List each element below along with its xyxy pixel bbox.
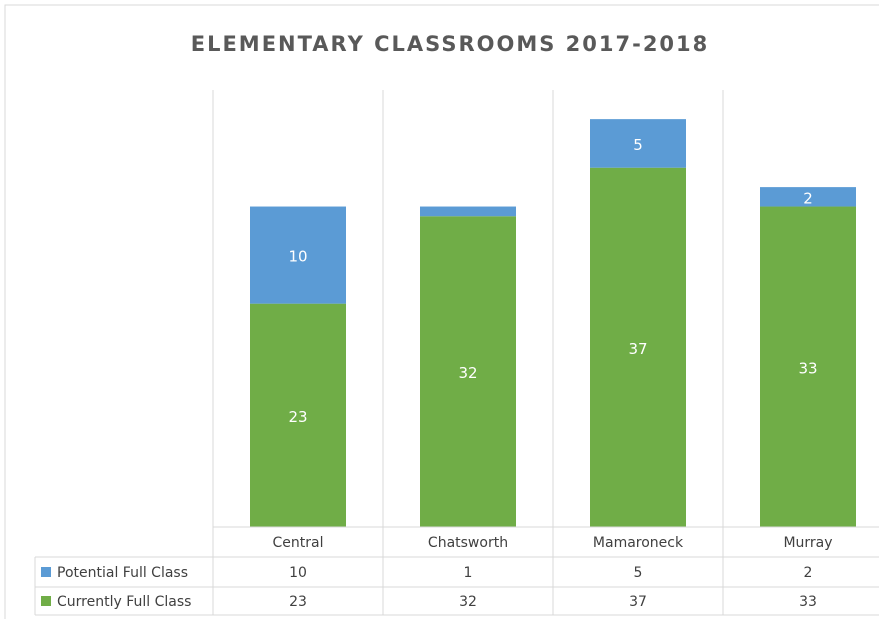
data-label: 33 (798, 359, 817, 377)
bar-segment (760, 206, 856, 528)
table-value: 37 (629, 594, 647, 610)
category-label: Murray (783, 535, 832, 551)
bar-segment (590, 167, 686, 527)
bar-segment (420, 206, 516, 217)
category-label: Chatsworth (428, 535, 508, 551)
table-value: 10 (289, 565, 307, 581)
data-label: 32 (458, 364, 477, 382)
legend-label: Currently Full Class (57, 594, 191, 610)
legend-key (41, 596, 51, 606)
chart-title: ELEMENTARY CLASSROOMS 2017-2018 (191, 32, 710, 56)
category-label: Mamaroneck (593, 535, 684, 551)
bar-segment (760, 187, 856, 207)
table-value: 1 (464, 565, 473, 581)
data-label: 37 (628, 340, 647, 358)
data-label: 10 (288, 248, 307, 266)
legend-key (41, 567, 51, 577)
bar-segment (420, 216, 516, 527)
table-value: 32 (459, 594, 477, 610)
bar-segment (250, 303, 346, 527)
table-value: 2 (804, 565, 813, 581)
table-value: 33 (799, 594, 817, 610)
category-label: Central (273, 535, 324, 551)
legend-label: Potential Full Class (57, 565, 188, 581)
bar-segment (250, 206, 346, 304)
table-value: 23 (289, 594, 307, 610)
table-value: 5 (634, 565, 643, 581)
data-label: 5 (633, 136, 643, 154)
bar-segment (590, 119, 686, 168)
data-label: 23 (288, 408, 307, 426)
data-label: 2 (803, 189, 813, 207)
